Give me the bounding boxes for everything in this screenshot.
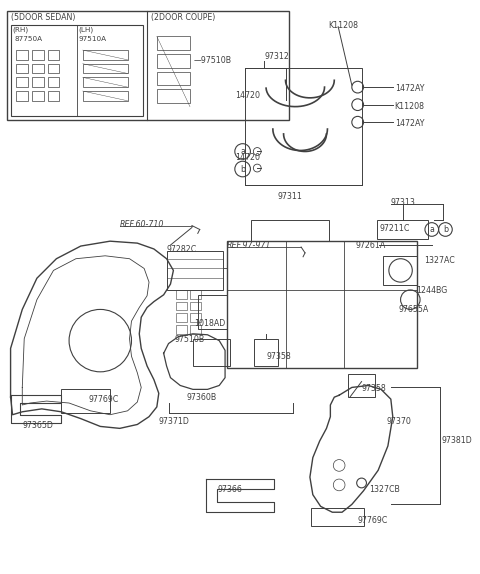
Bar	[16, 77, 28, 87]
Text: REF.60-710: REF.60-710	[120, 220, 164, 228]
Bar	[176, 301, 187, 311]
Bar	[190, 301, 201, 311]
Text: (2DOOR COUPE): (2DOOR COUPE)	[151, 13, 215, 22]
Text: 97381D: 97381D	[442, 436, 472, 445]
Text: 97360B: 97360B	[186, 393, 216, 402]
Text: 1472AY: 1472AY	[395, 84, 424, 93]
Text: 1327CB: 1327CB	[370, 485, 400, 494]
Text: 97655A: 97655A	[398, 305, 429, 313]
Text: 97358: 97358	[266, 352, 291, 361]
Text: 1327AC: 1327AC	[424, 256, 455, 265]
Bar	[190, 313, 201, 322]
Text: —97510B: —97510B	[194, 56, 232, 65]
Text: (RH): (RH)	[12, 26, 29, 33]
Text: b: b	[443, 225, 448, 234]
Text: 97365D: 97365D	[22, 421, 53, 429]
Bar	[383, 256, 417, 285]
Text: 14720: 14720	[235, 153, 260, 162]
Text: 97510A: 97510A	[79, 36, 107, 42]
Bar	[32, 77, 44, 87]
Bar	[348, 374, 375, 397]
Text: K11208: K11208	[328, 21, 359, 30]
Text: 97769C: 97769C	[358, 516, 388, 525]
Bar	[32, 64, 44, 73]
Bar	[83, 64, 128, 73]
Bar	[83, 50, 128, 60]
Text: 97312: 97312	[264, 52, 289, 61]
Bar	[176, 325, 187, 334]
Bar	[190, 325, 201, 334]
Bar	[252, 220, 329, 241]
Bar	[198, 295, 227, 329]
Bar	[83, 91, 128, 101]
Text: 97313: 97313	[391, 198, 416, 207]
Bar	[157, 36, 190, 50]
Bar	[32, 50, 44, 60]
Text: 97261A: 97261A	[356, 241, 386, 250]
Bar	[48, 91, 60, 101]
Text: REF.97-971: REF.97-971	[227, 241, 271, 250]
Bar	[157, 54, 190, 68]
Text: a: a	[240, 147, 245, 156]
Bar	[83, 77, 128, 87]
Text: 1018AD: 1018AD	[194, 319, 225, 328]
Bar	[48, 50, 60, 60]
Bar	[157, 72, 190, 85]
Text: 97311: 97311	[278, 192, 302, 201]
Bar	[377, 220, 428, 239]
Text: 97211C: 97211C	[379, 224, 409, 232]
Bar	[7, 11, 289, 121]
Bar	[167, 251, 223, 290]
Bar	[16, 91, 28, 101]
Bar	[176, 313, 187, 322]
Text: 97358: 97358	[361, 383, 386, 393]
Text: 97282C: 97282C	[167, 245, 197, 254]
Bar	[311, 509, 364, 526]
Bar	[48, 64, 60, 73]
Text: 97366: 97366	[217, 485, 242, 494]
Text: a: a	[429, 225, 434, 234]
Bar	[193, 339, 230, 366]
Text: (LH): (LH)	[79, 26, 94, 33]
Bar	[61, 389, 110, 413]
Bar	[32, 91, 44, 101]
Text: (5DOOR SEDAN): (5DOOR SEDAN)	[11, 13, 75, 22]
Text: b: b	[240, 165, 245, 173]
Bar	[16, 50, 28, 60]
Text: K11208: K11208	[395, 102, 425, 111]
Bar	[245, 68, 361, 185]
Bar	[157, 89, 190, 103]
Bar	[11, 25, 143, 117]
Text: 1472AY: 1472AY	[395, 119, 424, 129]
Text: 97769C: 97769C	[89, 395, 119, 404]
Text: 97371D: 97371D	[159, 417, 190, 426]
Text: 1244BG: 1244BG	[416, 286, 447, 295]
Text: 97510B: 97510B	[174, 335, 204, 344]
Bar	[254, 339, 278, 366]
Bar	[176, 290, 187, 298]
Text: 97370: 97370	[387, 417, 412, 426]
Bar	[48, 77, 60, 87]
Bar	[190, 290, 201, 298]
Bar	[16, 64, 28, 73]
Bar	[227, 241, 417, 368]
Text: 14720: 14720	[235, 91, 260, 100]
Text: 87750A: 87750A	[14, 36, 43, 42]
